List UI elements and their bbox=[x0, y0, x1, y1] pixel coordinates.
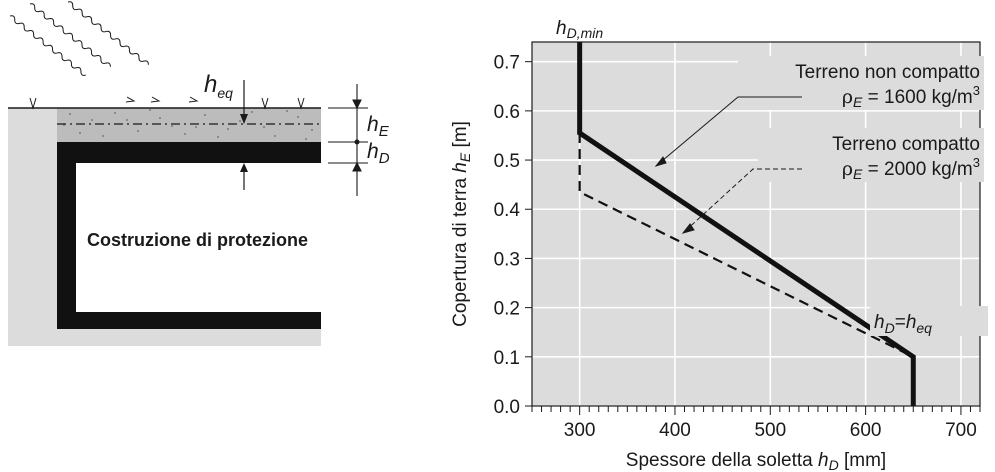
series-compact-line bbox=[578, 133, 914, 358]
h-eq-arrowhead bbox=[240, 114, 248, 124]
ground-marks bbox=[29, 97, 305, 110]
h-d-inner-arrowhead bbox=[240, 163, 248, 172]
earth-stipple bbox=[63, 109, 313, 140]
x-axis-label: Spessore della soletta hD [mm] bbox=[626, 450, 886, 472]
legend-bg-1 bbox=[738, 56, 984, 110]
h-d-min-label: hD,min bbox=[556, 18, 603, 41]
y-tick-label: 0.2 bbox=[494, 299, 520, 320]
earth-cover-layer bbox=[57, 108, 321, 142]
leader-lines bbox=[654, 96, 802, 234]
chart: 300 400 500 600 7000.00.10.20.30.40.50.60.7 … bbox=[450, 18, 988, 472]
y-tick-label: 0.4 bbox=[494, 200, 521, 221]
y-tick-label: 0.6 bbox=[494, 102, 520, 123]
h-e-label: hE bbox=[367, 113, 390, 140]
plot-frame bbox=[531, 41, 981, 407]
h-eq-label: heq bbox=[204, 71, 233, 101]
wall bbox=[57, 142, 76, 329]
y-axis-label: Copertura di terra hE [m] bbox=[450, 121, 473, 327]
series-2-name: Terreno compatto bbox=[832, 134, 980, 155]
series-1-name: Terreno non compatto bbox=[795, 62, 980, 83]
dimension-lines bbox=[328, 84, 368, 196]
h-d-label: hD bbox=[367, 140, 390, 167]
y-tick-label: 0.3 bbox=[494, 249, 520, 270]
y-tick-label: 0.0 bbox=[494, 397, 520, 418]
shelter-diagram: heq hE hD Costruzione di protezione bbox=[8, 1, 390, 346]
hd-heq-bg bbox=[870, 306, 988, 336]
building-label: Costruzione di protezione bbox=[87, 230, 308, 250]
series-1-density: ρE = 1600 kg/m3 bbox=[842, 83, 980, 110]
shelter-interior bbox=[76, 163, 321, 312]
floor-slab bbox=[57, 312, 321, 329]
x-tick-label: 300 bbox=[564, 420, 596, 441]
series-loose-line bbox=[577, 42, 916, 406]
y-tick-label: 0.7 bbox=[494, 53, 520, 74]
roof-slab bbox=[57, 142, 321, 163]
ticks: 300 400 500 600 700 0.0 0.1 0.2 0.3 0.4 0.5 0.6 0.7 bbox=[494, 53, 981, 441]
y-tick-label: 0.5 bbox=[494, 151, 520, 172]
series-layer bbox=[577, 42, 916, 406]
x-tick-label: 500 bbox=[754, 420, 786, 441]
x-tick-label: 400 bbox=[659, 420, 691, 441]
y-tick-label: 0.1 bbox=[494, 348, 520, 369]
x-tick-label: 600 bbox=[850, 420, 882, 441]
x-tick-label: 700 bbox=[945, 420, 977, 441]
legend-bg-2 bbox=[758, 128, 984, 182]
series-2-density: ρE = 2000 kg/m3 bbox=[842, 155, 980, 182]
radiation-arrows bbox=[9, 1, 199, 103]
h-d-equals-h-eq-label: hD=heq bbox=[874, 312, 932, 336]
